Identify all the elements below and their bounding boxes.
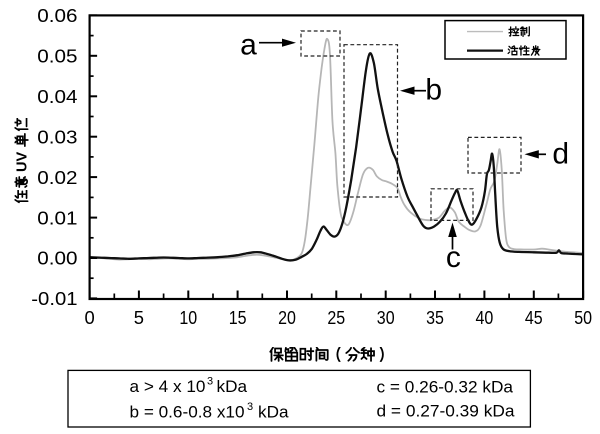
svg-text:0.05: 0.05 xyxy=(37,46,77,67)
svg-text:20: 20 xyxy=(278,307,296,328)
svg-text:c = 0.26-0.32 kDa: c = 0.26-0.32 kDa xyxy=(377,377,514,396)
svg-text:25: 25 xyxy=(327,307,345,328)
svg-text:a > 4 x 10: a > 4 x 10 xyxy=(130,377,206,396)
svg-text:3: 3 xyxy=(207,376,213,388)
svg-text:15: 15 xyxy=(229,307,247,328)
svg-text:c: c xyxy=(446,241,461,274)
svg-text:45: 45 xyxy=(525,307,543,328)
svg-text:3: 3 xyxy=(247,401,253,413)
svg-text:0.01: 0.01 xyxy=(37,207,77,228)
svg-text:UV: UV xyxy=(15,152,31,172)
svg-text:a: a xyxy=(240,28,257,61)
svg-text:0.04: 0.04 xyxy=(37,86,77,107)
svg-text:0.00: 0.00 xyxy=(37,248,77,269)
svg-text:b = 0.6-0.8 x10: b = 0.6-0.8 x10 xyxy=(130,402,245,421)
svg-text:kDa: kDa xyxy=(217,377,248,396)
svg-text:35: 35 xyxy=(426,307,444,328)
svg-text:40: 40 xyxy=(476,307,494,328)
svg-text:50: 50 xyxy=(574,307,592,328)
svg-text:5: 5 xyxy=(134,307,144,328)
svg-text:10: 10 xyxy=(179,307,197,328)
svg-text:b: b xyxy=(425,74,442,107)
svg-text:d = 0.27-0.39 kDa: d = 0.27-0.39 kDa xyxy=(377,402,516,421)
svg-text:0.02: 0.02 xyxy=(37,167,77,188)
svg-text:0: 0 xyxy=(84,307,94,328)
svg-text:0.06: 0.06 xyxy=(37,5,77,26)
svg-text:kDa: kDa xyxy=(258,402,289,421)
svg-text:0.03: 0.03 xyxy=(37,126,77,147)
svg-text:30: 30 xyxy=(377,307,395,328)
svg-text:d: d xyxy=(552,138,569,171)
svg-text:-0.01: -0.01 xyxy=(31,288,77,309)
